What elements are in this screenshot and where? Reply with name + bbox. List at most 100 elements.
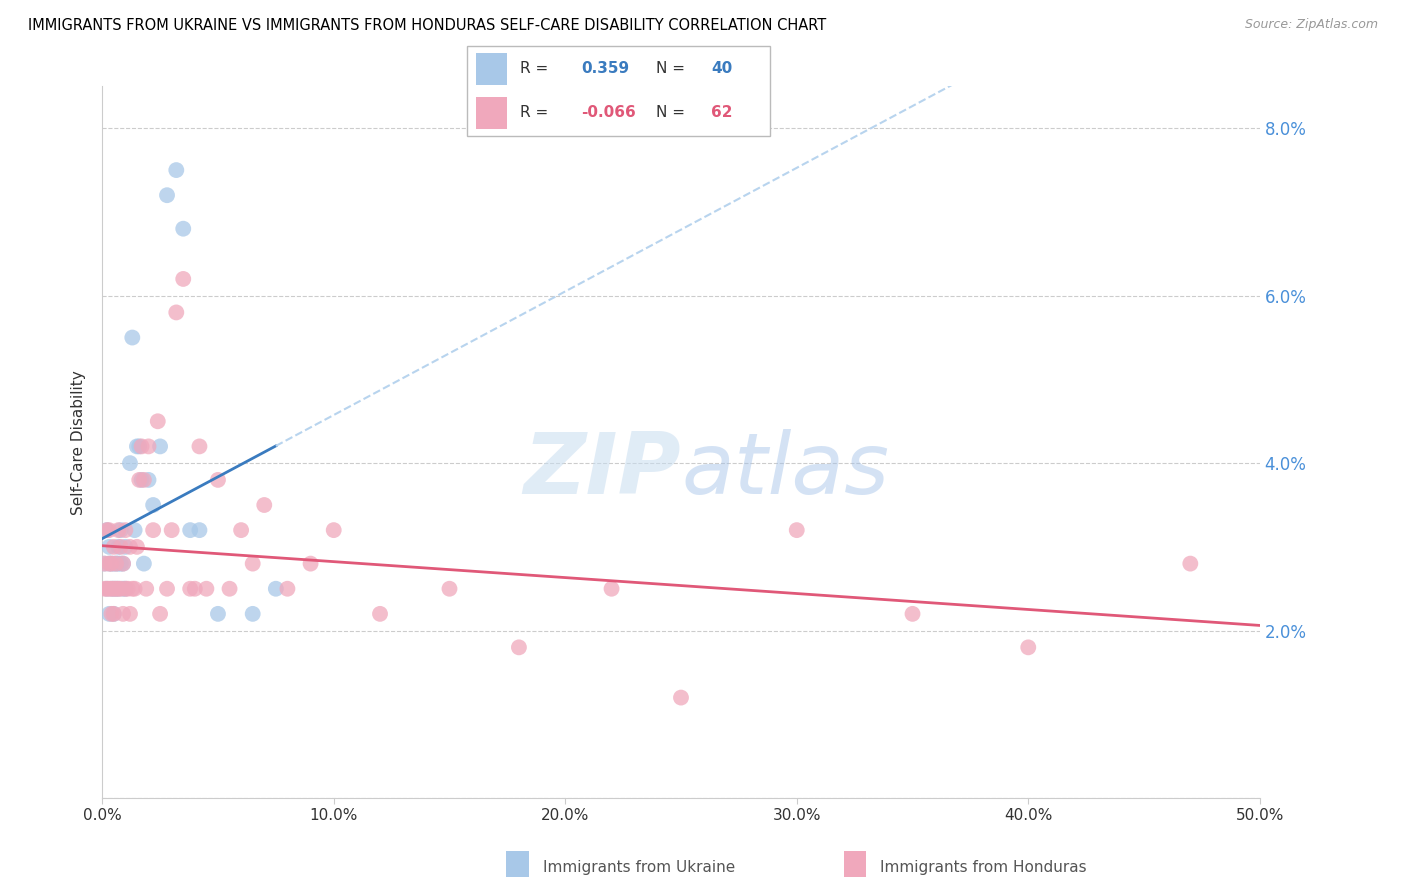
Point	[98, 607, 121, 621]
Point	[98, 582, 121, 596]
Point	[98, 557, 121, 571]
Point	[131, 439, 153, 453]
Point	[107, 523, 129, 537]
Point	[138, 473, 160, 487]
Text: ZIP: ZIP	[523, 429, 681, 512]
Point	[146, 414, 169, 428]
Text: -0.066: -0.066	[582, 105, 637, 120]
Point	[112, 557, 135, 571]
Point	[121, 330, 143, 344]
Point	[165, 305, 187, 319]
Text: atlas: atlas	[681, 429, 889, 512]
Point	[368, 607, 391, 621]
Point	[107, 582, 129, 596]
Point	[135, 582, 157, 596]
Point	[156, 188, 179, 202]
Point	[125, 540, 148, 554]
Point	[105, 557, 128, 571]
Point	[188, 523, 211, 537]
Point	[114, 582, 136, 596]
Point	[107, 582, 129, 596]
Point	[110, 582, 132, 596]
Point	[165, 163, 187, 178]
FancyBboxPatch shape	[467, 46, 770, 136]
Text: N =: N =	[655, 62, 689, 77]
Point	[103, 607, 125, 621]
Point	[207, 607, 229, 621]
Point	[322, 523, 344, 537]
Point	[100, 557, 122, 571]
Point	[112, 607, 135, 621]
Point	[229, 523, 252, 537]
Point	[188, 439, 211, 453]
Point	[117, 582, 139, 596]
Point	[142, 523, 165, 537]
Text: 62: 62	[711, 105, 733, 120]
FancyBboxPatch shape	[477, 53, 508, 85]
Point	[103, 607, 125, 621]
Point	[103, 557, 125, 571]
Point	[100, 607, 122, 621]
Point	[110, 540, 132, 554]
Point	[100, 582, 122, 596]
Text: Immigrants from Ukraine: Immigrants from Ukraine	[543, 861, 735, 875]
Point	[105, 557, 128, 571]
Point	[110, 523, 132, 537]
Point	[118, 540, 141, 554]
Point	[195, 582, 218, 596]
Point	[218, 582, 240, 596]
Point	[1180, 557, 1202, 571]
Text: 40: 40	[711, 62, 733, 77]
Point	[242, 607, 264, 621]
Point	[276, 582, 298, 596]
Point	[253, 498, 276, 512]
Point	[112, 557, 135, 571]
Point	[96, 582, 118, 596]
Point	[112, 582, 135, 596]
Point	[124, 582, 146, 596]
Text: R =: R =	[520, 62, 553, 77]
Point	[439, 582, 461, 596]
Point	[669, 690, 692, 705]
Point	[128, 439, 150, 453]
Point	[103, 582, 125, 596]
Point	[121, 582, 143, 596]
Point	[132, 557, 155, 571]
Point	[96, 523, 118, 537]
Point	[118, 456, 141, 470]
Point	[142, 498, 165, 512]
Point	[184, 582, 207, 596]
Point	[103, 540, 125, 554]
Point	[98, 540, 121, 554]
Text: Immigrants from Honduras: Immigrants from Honduras	[880, 861, 1087, 875]
Text: IMMIGRANTS FROM UKRAINE VS IMMIGRANTS FROM HONDURAS SELF-CARE DISABILITY CORRELA: IMMIGRANTS FROM UKRAINE VS IMMIGRANTS FR…	[28, 18, 827, 33]
Point	[93, 582, 115, 596]
Point	[100, 582, 122, 596]
Point	[156, 582, 179, 596]
Point	[172, 221, 194, 235]
Point	[124, 523, 146, 537]
Point	[508, 640, 530, 655]
Point	[207, 473, 229, 487]
Text: R =: R =	[520, 105, 553, 120]
Point	[114, 523, 136, 537]
Y-axis label: Self-Care Disability: Self-Care Disability	[72, 370, 86, 515]
Point	[1017, 640, 1039, 655]
Point	[299, 557, 322, 571]
Point	[96, 523, 118, 537]
Point	[110, 557, 132, 571]
Point	[103, 582, 125, 596]
Point	[172, 272, 194, 286]
Point	[125, 439, 148, 453]
Point	[98, 557, 121, 571]
Point	[114, 582, 136, 596]
Text: N =: N =	[655, 105, 689, 120]
Point	[600, 582, 623, 596]
Point	[131, 473, 153, 487]
Point	[105, 582, 128, 596]
Point	[179, 582, 201, 596]
Point	[242, 557, 264, 571]
Point	[179, 523, 201, 537]
Point	[107, 540, 129, 554]
Text: 0.359: 0.359	[582, 62, 630, 77]
